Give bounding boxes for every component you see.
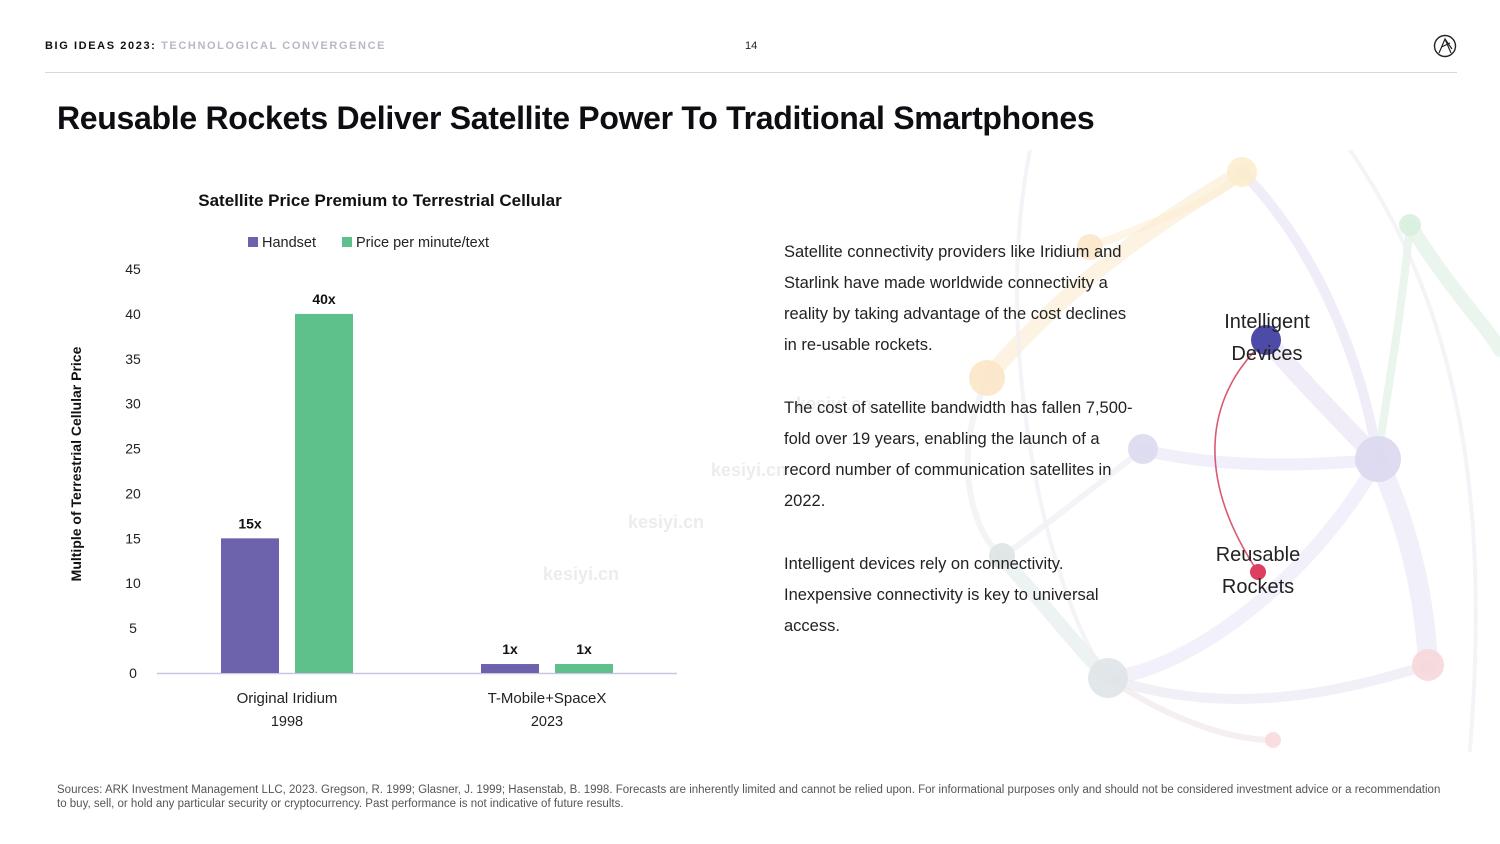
- body-text: Satellite connectivity providers like Ir…: [784, 237, 1134, 674]
- page-number: 14: [745, 40, 758, 52]
- ark-logo-icon: [1433, 34, 1457, 58]
- x-axis-labels: Original Iridium 1998 T-Mobile+SpaceX 2023: [237, 690, 607, 730]
- brand-name: BIG IDEAS 2023: [45, 40, 152, 52]
- legend-swatch: [342, 237, 352, 247]
- y-axis-label: Multiple of Terrestrial Cellular Price: [68, 346, 84, 581]
- legend-swatch: [248, 237, 258, 247]
- brand-line: BIG IDEAS 2023: TECHNOLOGICAL CONVERGENC…: [45, 40, 386, 52]
- slide-header: BIG IDEAS 2023: TECHNOLOGICAL CONVERGENC…: [45, 34, 1457, 58]
- bar-data-label: 40x: [312, 291, 336, 307]
- bar: [555, 664, 613, 673]
- bar-chart: Satellite Price Premium to Terrestrial C…: [60, 180, 700, 740]
- bar: [481, 664, 539, 673]
- watermark: kesiyi.cn: [711, 460, 788, 480]
- node-label-reusable-rockets: Reusable Rockets: [1215, 544, 1301, 598]
- y-tick-label: 10: [125, 575, 141, 591]
- brand-separator: :: [151, 40, 157, 52]
- x-tick-label: Original Iridium: [237, 690, 338, 707]
- node-label-intelligent-devices: Intelligent Devices: [1224, 311, 1310, 365]
- legend-label: Price per minute/text: [356, 235, 489, 251]
- legend-label: Handset: [262, 235, 316, 251]
- bar-data-label: 1x: [576, 641, 592, 657]
- y-tick-label: 5: [129, 620, 137, 636]
- y-tick-label: 0: [129, 665, 137, 681]
- body-paragraph-3: Intelligent devices rely on connectivity…: [784, 555, 1099, 635]
- chart-title: Satellite Price Premium to Terrestrial C…: [198, 191, 562, 210]
- chart-bars: 15x 40x 1x 1x: [221, 291, 613, 673]
- watermark: kesiyi.cn: [796, 394, 873, 414]
- network-graphic: [964, 150, 1500, 752]
- y-tick-label: 35: [125, 351, 141, 367]
- body-paragraph-1: Satellite connectivity providers like Ir…: [784, 243, 1127, 354]
- watermark: kesiyi.cn: [543, 564, 620, 584]
- brand-subtitle: TECHNOLOGICAL CONVERGENCE: [161, 40, 387, 52]
- y-tick-label: 30: [125, 396, 141, 412]
- chart-legend: Handset Price per minute/text: [248, 235, 489, 251]
- bar-data-label: 1x: [502, 641, 518, 657]
- watermark: kesiyi.cn: [628, 512, 705, 532]
- bar: [295, 313, 353, 673]
- x-tick-year: 2023: [531, 714, 563, 730]
- slide-title: Reusable Rockets Deliver Satellite Power…: [57, 100, 1095, 136]
- y-tick-label: 20: [125, 485, 141, 501]
- y-tick-label: 25: [125, 441, 141, 457]
- x-tick-year: 1998: [271, 714, 303, 730]
- bar-data-label: 15x: [238, 515, 262, 531]
- y-tick-label: 40: [125, 306, 141, 322]
- y-tick-label: 15: [125, 530, 141, 546]
- y-axis-ticks: 0 5 10 15 20 25 30 35 40 45: [125, 261, 141, 681]
- bar: [221, 538, 279, 673]
- sources-footnote: Sources: ARK Investment Management LLC, …: [57, 784, 1441, 810]
- bar-chart-svg: Satellite Price Premium to Terrestrial C…: [68, 191, 677, 730]
- header-divider: [45, 72, 1457, 73]
- x-tick-label: T-Mobile+SpaceX: [488, 690, 607, 707]
- y-tick-label: 45: [125, 261, 141, 277]
- body-paragraph-2: The cost of satellite bandwidth has fall…: [784, 399, 1133, 510]
